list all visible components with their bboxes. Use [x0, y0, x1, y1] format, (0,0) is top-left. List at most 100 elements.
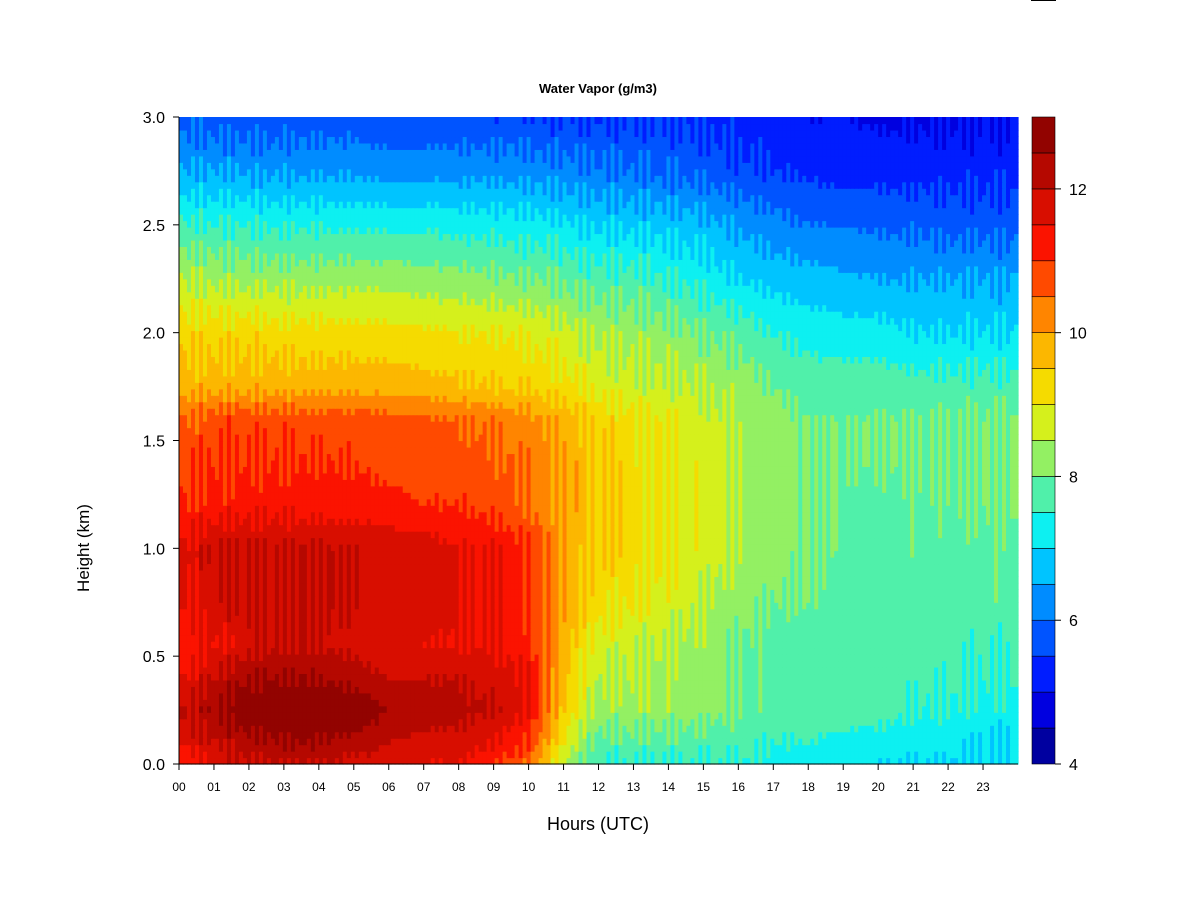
heatmap-cell — [246, 725, 252, 733]
heatmap-cell — [910, 692, 915, 700]
heatmap-cell — [934, 628, 939, 636]
heatmap-cell — [730, 641, 735, 649]
heatmap-cell — [926, 654, 931, 662]
heatmap-cell — [802, 641, 807, 649]
heatmap-cell — [442, 718, 448, 726]
heatmap-cell — [818, 641, 823, 649]
heatmap-cell — [726, 757, 731, 765]
heatmap-cell — [714, 666, 719, 675]
heatmap-cell — [582, 718, 588, 726]
heatmap-cell — [242, 628, 248, 636]
heatmap-cell — [498, 615, 504, 623]
heatmap-cell — [294, 751, 300, 759]
heatmap-cell — [179, 641, 184, 649]
heatmap-cell — [218, 751, 224, 759]
heatmap-cell — [362, 692, 368, 700]
heatmap-cell — [726, 679, 731, 687]
heatmap-cell — [294, 731, 300, 739]
heatmap-cell — [646, 666, 652, 675]
heatmap-cell — [858, 712, 863, 720]
heatmap-cell — [334, 666, 340, 675]
heatmap-cell — [854, 757, 859, 765]
heatmap-cell — [186, 718, 192, 726]
heatmap-cell — [758, 699, 763, 707]
heatmap-cell — [358, 686, 364, 694]
heatmap-cell — [414, 738, 420, 746]
heatmap-cell — [314, 686, 320, 694]
heatmap-cell — [774, 660, 779, 668]
heatmap-cell — [946, 615, 951, 623]
heatmap-cell — [446, 654, 452, 662]
heatmap-cell — [950, 641, 955, 649]
heatmap-cell — [514, 731, 520, 739]
heatmap-cell — [682, 673, 687, 681]
heatmap-cell — [402, 699, 408, 707]
heatmap-cell — [342, 712, 348, 720]
heatmap-cell — [590, 608, 596, 616]
heatmap-cell — [766, 738, 771, 746]
heatmap-cell — [902, 666, 907, 675]
heatmap-cell — [774, 673, 779, 681]
heatmap-cell — [794, 641, 799, 649]
heatmap-cell — [750, 608, 755, 616]
heatmap-cell — [382, 615, 388, 623]
heatmap-cell — [306, 628, 312, 636]
heatmap-cell — [570, 744, 576, 752]
heatmap-cell — [262, 621, 268, 629]
heatmap-cell — [694, 744, 699, 752]
heatmap-cell — [442, 744, 448, 752]
heatmap-cell — [506, 673, 512, 681]
heatmap-cell — [754, 660, 759, 668]
heatmap-cell — [606, 628, 612, 636]
heatmap-cell — [778, 725, 783, 733]
heatmap-cell — [230, 608, 236, 616]
heatmap-cell — [518, 660, 524, 668]
heatmap-cell — [642, 751, 648, 759]
heatmap-cell — [222, 744, 228, 752]
heatmap-cell — [674, 731, 680, 739]
heatmap-cell — [370, 744, 376, 752]
heatmap-cell — [686, 673, 691, 681]
heatmap-cell — [798, 634, 803, 642]
heatmap-cell — [362, 738, 368, 746]
heatmap-cell — [586, 725, 592, 733]
heatmap-cell — [406, 634, 412, 642]
heatmap-cell — [406, 712, 412, 720]
heatmap-cell — [966, 660, 971, 668]
heatmap-cell — [886, 686, 891, 694]
heatmap-cell — [358, 725, 364, 733]
heatmap-cell — [798, 699, 803, 707]
heatmap-cell — [786, 621, 791, 629]
heatmap-cell — [606, 641, 612, 649]
heatmap-cell — [894, 628, 899, 636]
heatmap-cell — [970, 744, 975, 752]
heatmap-cell — [710, 751, 715, 759]
heatmap-cell — [550, 738, 556, 746]
heatmap-cell — [694, 751, 699, 759]
heatmap-cell — [850, 621, 855, 629]
heatmap-cell — [474, 731, 480, 739]
heatmap-cell — [250, 647, 256, 655]
heatmap-cell — [634, 621, 640, 629]
heatmap-cell — [858, 647, 863, 655]
heatmap-cell — [310, 705, 316, 713]
heatmap-cell — [982, 692, 987, 700]
heatmap-cell — [270, 757, 276, 765]
heatmap-cell — [606, 608, 612, 616]
heatmap-cell — [418, 666, 424, 675]
heatmap-cell — [274, 679, 280, 687]
heatmap-cell — [226, 621, 232, 629]
heatmap-cell — [702, 692, 707, 700]
heatmap-cell — [722, 757, 727, 765]
heatmap-cell — [214, 725, 220, 733]
heatmap-cell — [594, 751, 600, 759]
heatmap-cell — [270, 673, 276, 681]
heatmap-cell — [898, 757, 903, 765]
heatmap-cell — [722, 647, 727, 655]
heatmap-cell — [718, 725, 723, 733]
heatmap-cell — [1002, 738, 1007, 746]
heatmap-cell — [426, 608, 432, 616]
heatmap-cell — [282, 744, 288, 752]
heatmap-cell — [610, 628, 616, 636]
heatmap-cell — [906, 673, 911, 681]
